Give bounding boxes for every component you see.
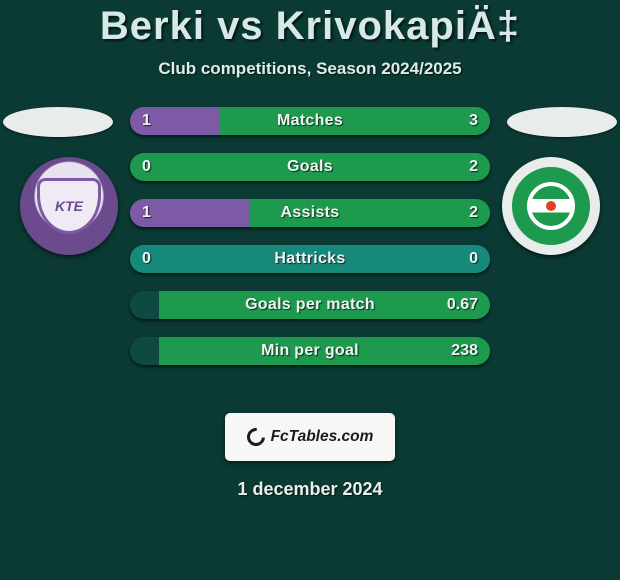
stat-bar-label: Hattricks (130, 245, 490, 273)
stat-bar: 02Goals (130, 153, 490, 181)
attribution-text: FcTables.com (271, 428, 374, 446)
page-title: Berki vs KrivokapiÄ‡ (0, 0, 620, 49)
stat-bar: 12Assists (130, 199, 490, 227)
right-club-badge-flag (527, 182, 575, 230)
stat-bar: 13Matches (130, 107, 490, 135)
left-club-badge-text: KTE (37, 178, 101, 234)
left-player-oval (3, 107, 113, 137)
comparison-stage: KTE 13Matches 02Goals 12Assists 00Hattricks… (0, 107, 620, 407)
footer-date: 1 december 2024 (0, 479, 620, 500)
right-club-badge (502, 157, 600, 255)
stat-bar-label: Assists (130, 199, 490, 227)
right-club-badge-dot (546, 201, 556, 211)
stat-bars: 13Matches 02Goals 12Assists 00Hattricks 0.67… (115, 107, 505, 383)
stat-bar-label: Min per goal (130, 337, 490, 365)
attribution-pill: FcTables.com (225, 413, 395, 461)
stat-bar: 0.67Goals per match (130, 291, 490, 319)
stat-bar-label: Matches (130, 107, 490, 135)
fctables-icon (243, 424, 268, 449)
stat-bar: 00Hattricks (130, 245, 490, 273)
left-club-badge: KTE (20, 157, 118, 255)
stat-bar: 238Min per goal (130, 337, 490, 365)
right-club-badge-ring (512, 167, 590, 245)
stat-bar-label: Goals (130, 153, 490, 181)
stat-bar-label: Goals per match (130, 291, 490, 319)
right-player-oval (507, 107, 617, 137)
subtitle: Club competitions, Season 2024/2025 (0, 59, 620, 79)
